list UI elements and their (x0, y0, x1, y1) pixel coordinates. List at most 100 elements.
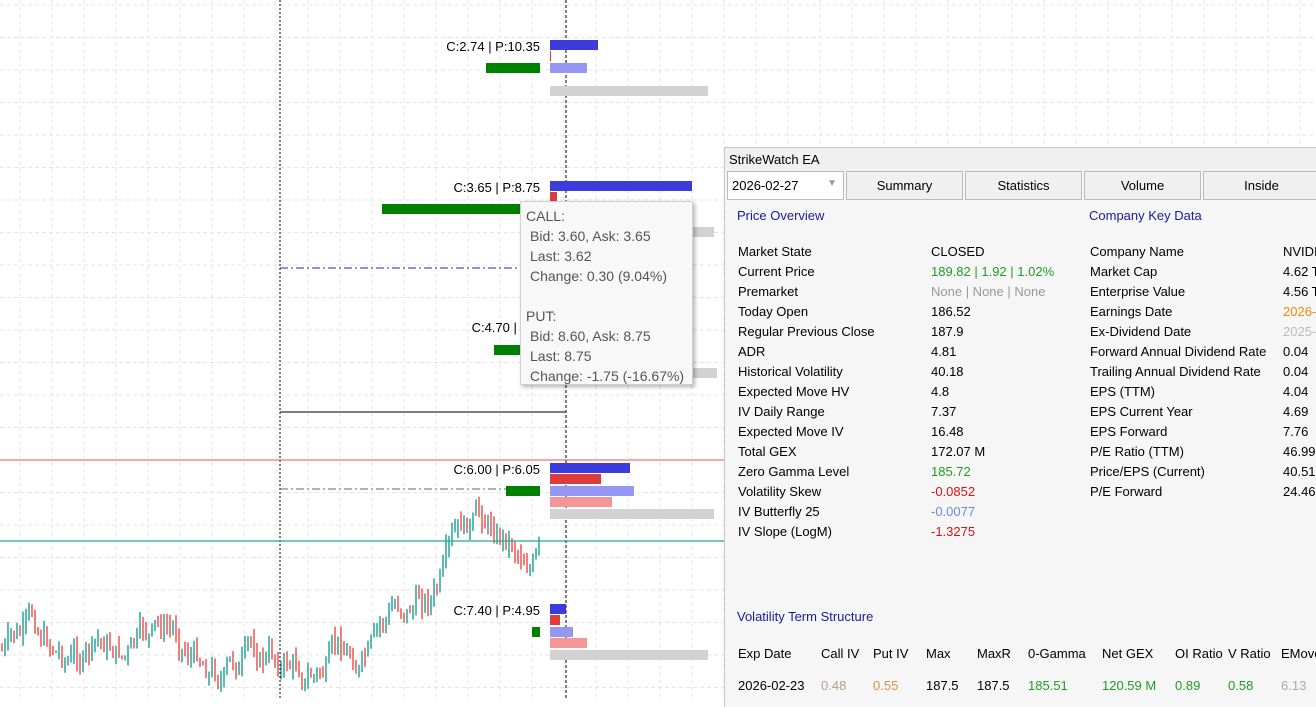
stat-label: Price/EPS (Current) (1090, 464, 1205, 479)
term-header: 0-Gamma (1028, 646, 1086, 661)
stat-label: Premarket (738, 284, 798, 299)
stat-label: Market State (738, 244, 812, 259)
stat-value: 7.76 (1283, 424, 1309, 439)
put-vol-bar[interactable] (550, 638, 587, 648)
stat-value: -0.0077 (931, 504, 976, 519)
tooltip-put-last: Last: 8.75 (530, 348, 592, 364)
term-header: Put IV (873, 646, 909, 661)
total-bar[interactable] (550, 650, 708, 660)
tooltip-call-last: Last: 3.62 (530, 248, 592, 264)
stat-label: Company Name (1090, 244, 1184, 259)
term-header: Exp Date (738, 646, 792, 661)
net-bar[interactable] (532, 627, 540, 637)
stat-value: 24.46 (1283, 484, 1316, 499)
term-header: Max (926, 646, 951, 661)
stat-label: Expected Move HV (738, 384, 850, 399)
term-cell: 187.5 (977, 678, 1010, 693)
stat-label: EPS Current Year (1090, 404, 1193, 419)
strike-label: C:4.70 | P:7 (471, 320, 540, 335)
net-bar[interactable] (486, 63, 540, 73)
put-oi-bar[interactable] (550, 474, 601, 484)
stat-value: 7.37 (931, 404, 957, 419)
term-cell: 0.89 (1175, 678, 1201, 693)
stat-value: 4.62 T (1283, 264, 1316, 279)
stat-label: EPS (TTM) (1090, 384, 1155, 399)
call-oi-bar[interactable] (550, 40, 598, 50)
tooltip-call-bidask: Bid: 3.60, Ask: 3.65 (530, 228, 651, 244)
stat-label: Today Open (738, 304, 809, 319)
tab-inside[interactable]: Inside (1203, 171, 1316, 200)
term-header: Call IV (821, 646, 860, 661)
stat-label: Earnings Date (1090, 304, 1173, 319)
stat-label: Current Price (738, 264, 815, 279)
tab-volume[interactable]: Volume (1084, 171, 1201, 200)
tab-statistics[interactable]: Statistics (965, 171, 1082, 200)
call-oi-bar[interactable] (550, 181, 692, 191)
net-bar[interactable] (506, 486, 540, 496)
term-header: Net GEX (1102, 646, 1154, 661)
company-heading: Company Key Data (1089, 208, 1202, 223)
stat-value: 189.82 | 1.92 | 1.02% (931, 264, 1055, 279)
call-oi-bar[interactable] (550, 604, 566, 614)
stat-label: ADR (738, 344, 766, 359)
put-oi-bar[interactable] (550, 192, 557, 202)
strike-label: C:6.00 | P:6.05 (453, 462, 541, 477)
stat-value: 0.04 (1283, 364, 1309, 379)
panel-title: StrikeWatch EA (725, 148, 1316, 171)
stat-value: CLOSED (931, 244, 985, 259)
put-vol-bar[interactable] (550, 497, 612, 507)
stat-label: Regular Previous Close (738, 324, 875, 339)
expiry-date-select[interactable]: 2026-02-27 ▼ (727, 171, 844, 200)
tab-summary[interactable]: Summary (846, 171, 963, 200)
term-cell: 0.58 (1228, 678, 1254, 693)
tooltip-put-bidask: Bid: 8.60, Ask: 8.75 (530, 328, 651, 344)
stat-label: IV Slope (LogM) (738, 524, 832, 539)
term-cell: 120.59 M (1102, 678, 1157, 693)
stat-value: -0.0852 (931, 484, 976, 499)
net-bar[interactable] (494, 345, 520, 355)
call-vol-bar[interactable] (550, 486, 634, 496)
chevron-down-icon: ▼ (827, 178, 837, 189)
total-bar[interactable] (550, 509, 714, 519)
stat-value: 46.99 (1283, 444, 1316, 459)
call-vol-bar[interactable] (550, 63, 587, 73)
tooltip-call-change: Change: 0.30 (9.04%) (530, 268, 667, 284)
price-overview-heading: Price Overview (737, 208, 825, 223)
stat-label: Zero Gamma Level (738, 464, 850, 479)
net-bar[interactable] (382, 204, 540, 214)
term-header: OI Ratio (1175, 646, 1223, 661)
strike-label: C:2.74 | P:10.35 (446, 39, 540, 54)
stat-value: None | None | None (931, 284, 1046, 299)
stat-value: NVIDI (1283, 244, 1316, 259)
stat-label: Volatility Skew (738, 484, 822, 499)
strike-label: C:7.40 | P:4.95 (453, 603, 541, 618)
stat-label: Trailing Annual Dividend Rate (1090, 364, 1261, 379)
strike-label: C:3.65 | P:8.75 (453, 180, 541, 195)
stat-label: Market Cap (1090, 264, 1158, 279)
stat-value: 4.8 (931, 384, 950, 399)
put-oi-bar[interactable] (550, 615, 560, 625)
stat-value: 172.07 M (931, 444, 986, 459)
stat-label: IV Daily Range (738, 404, 825, 419)
expiry-date-value: 2026-02-27 (732, 178, 799, 193)
stat-label: EPS Forward (1090, 424, 1168, 439)
candlesticks (1, 496, 540, 692)
term-header: MaxR (977, 646, 1011, 661)
stat-value: 187.9 (931, 324, 964, 339)
stat-label: P/E Forward (1090, 484, 1163, 499)
stat-value: 185.72 (931, 464, 971, 479)
stat-value: -1.3275 (931, 524, 976, 539)
stat-value: 2026- (1283, 304, 1316, 319)
call-vol-bar[interactable] (550, 627, 573, 637)
put-oi-bar[interactable] (550, 51, 551, 61)
stat-value: 2025- (1283, 324, 1316, 339)
call-oi-bar[interactable] (550, 463, 630, 473)
term-header: EMove (1281, 646, 1316, 661)
stat-label: Expected Move IV (738, 424, 844, 439)
term-cell: 187.5 (926, 678, 959, 693)
total-bar[interactable] (550, 86, 708, 96)
option-tooltip: CALL: Bid: 3.60, Ask: 3.65 Last: 3.62 Ch… (520, 201, 693, 385)
tooltip-put-change: Change: -1.75 (-16.67%) (530, 368, 685, 384)
term-structure-heading: Volatility Term Structure (737, 609, 874, 624)
stat-label: Total GEX (738, 444, 797, 459)
